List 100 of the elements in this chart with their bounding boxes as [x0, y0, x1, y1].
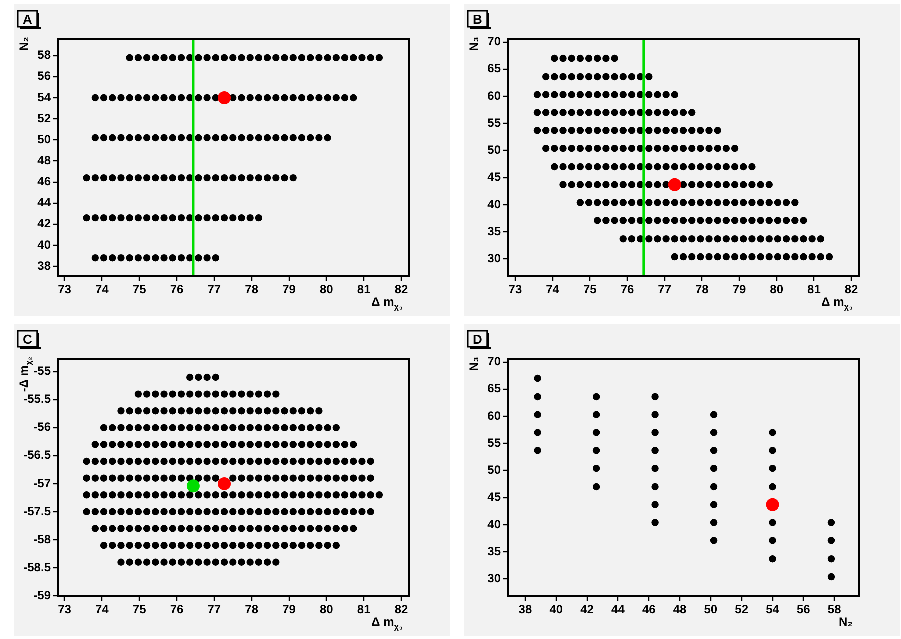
point [255, 492, 263, 499]
point [628, 144, 636, 152]
x-tick-label: 78 [695, 282, 710, 297]
point [602, 73, 610, 81]
point [585, 109, 593, 116]
point [740, 217, 748, 224]
point [204, 508, 211, 516]
point [246, 441, 254, 448]
point [230, 54, 237, 62]
x-tick-label: 38 [518, 602, 532, 617]
point [585, 199, 593, 206]
point [766, 236, 773, 243]
point [212, 525, 220, 532]
point [220, 174, 228, 182]
point [220, 508, 228, 516]
point [662, 144, 670, 152]
point [332, 458, 340, 466]
point [230, 558, 237, 566]
point [646, 73, 653, 81]
point [731, 163, 739, 171]
x-tick-label: 81 [808, 282, 822, 297]
point [212, 441, 220, 448]
point [316, 441, 323, 448]
y-tick-label: 42 [38, 216, 52, 231]
point [306, 492, 314, 499]
point [722, 199, 730, 206]
point [324, 134, 332, 142]
point [100, 492, 108, 499]
point [628, 199, 636, 206]
point [290, 542, 297, 550]
point [585, 91, 593, 98]
point [152, 525, 160, 532]
point [264, 390, 272, 398]
point [748, 236, 756, 243]
point [152, 508, 160, 516]
point [290, 174, 297, 182]
point [143, 408, 151, 415]
point [109, 254, 116, 262]
point [160, 542, 168, 550]
point [688, 163, 696, 171]
y-tick-label: 30 [488, 572, 502, 586]
point [255, 94, 263, 102]
point [542, 73, 550, 81]
point [620, 199, 627, 206]
point [92, 214, 100, 222]
point [264, 508, 272, 516]
point [697, 163, 704, 171]
point [585, 181, 593, 188]
point [92, 525, 100, 532]
point [152, 254, 160, 262]
point [592, 429, 600, 436]
point [680, 127, 688, 134]
point [710, 501, 718, 508]
point [350, 94, 358, 102]
point [204, 94, 211, 102]
point [143, 94, 151, 102]
x-tick-label: 82 [844, 282, 859, 297]
x-tick-label: 76 [620, 282, 634, 297]
point [602, 91, 610, 98]
point [220, 54, 228, 62]
point [298, 441, 306, 448]
point [92, 94, 100, 102]
point [688, 144, 696, 152]
point [212, 492, 220, 499]
point [204, 525, 211, 532]
point [652, 501, 659, 508]
y-tick-label: -58 [34, 532, 52, 546]
y-tick-label: 50 [488, 143, 502, 158]
point [230, 390, 237, 398]
y-axis-title: N₃ [467, 36, 481, 52]
point [178, 441, 186, 448]
point [100, 474, 108, 482]
x-tick-label: 58 [828, 602, 842, 617]
point [592, 411, 600, 418]
point [697, 236, 704, 243]
y-tick-label: 46 [38, 174, 52, 189]
point [143, 254, 151, 262]
point [195, 214, 202, 222]
point [654, 199, 662, 206]
point [706, 163, 713, 171]
point [560, 144, 567, 152]
point [290, 458, 297, 466]
point [92, 474, 100, 482]
point [710, 447, 718, 454]
point [134, 54, 142, 62]
y-tick-label: 30 [488, 252, 502, 266]
point [134, 525, 142, 532]
point [706, 253, 713, 261]
y-tick-label: 52 [38, 111, 52, 126]
point [160, 508, 168, 516]
point [628, 181, 636, 188]
point [255, 174, 263, 182]
point [152, 174, 160, 182]
y-tick-label: -58.5 [24, 560, 52, 574]
point [652, 483, 659, 491]
point [697, 144, 704, 152]
point [628, 109, 636, 116]
x-tick-label: 82 [394, 282, 409, 297]
point [195, 474, 202, 482]
point [316, 54, 323, 62]
